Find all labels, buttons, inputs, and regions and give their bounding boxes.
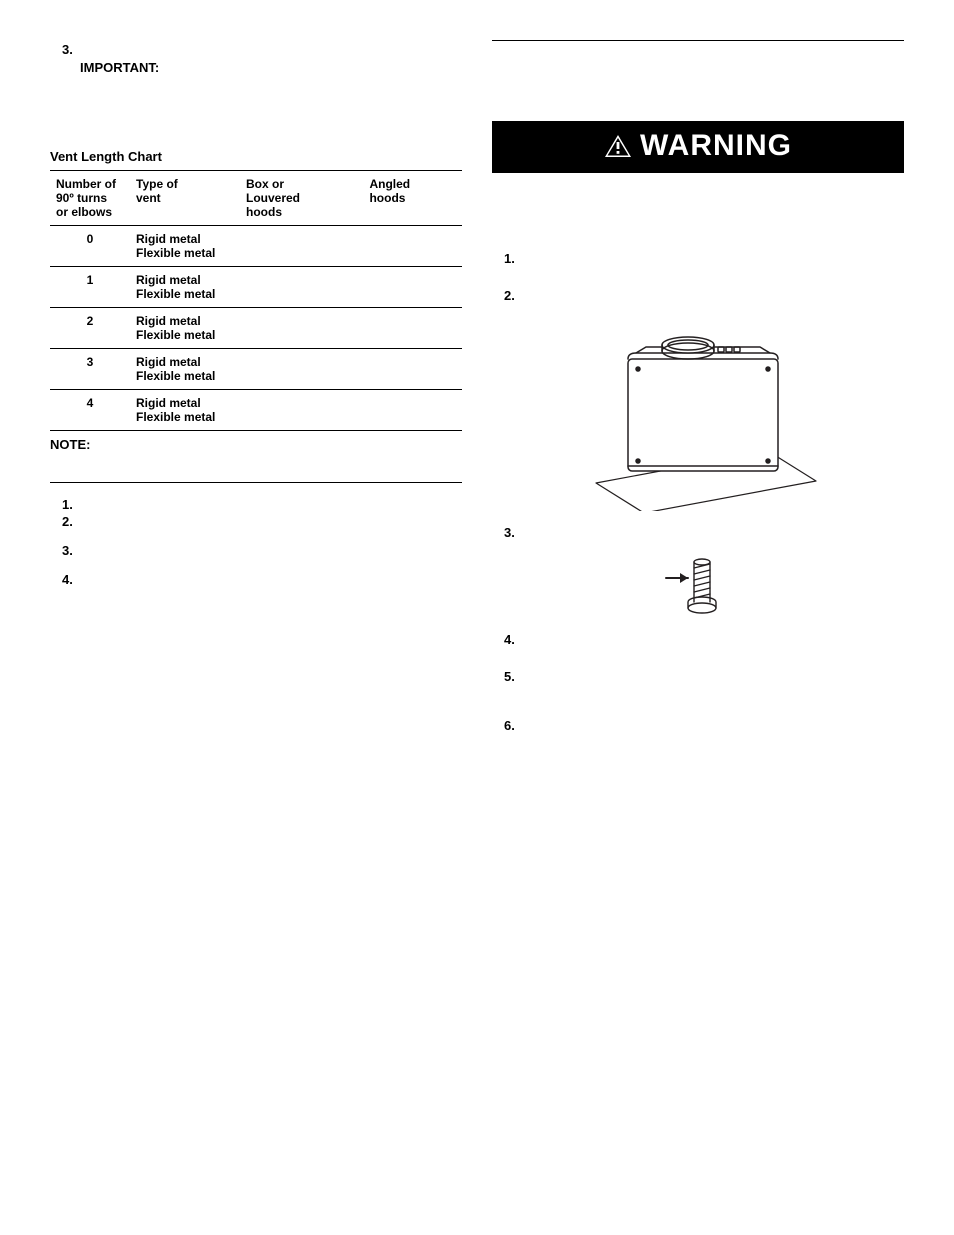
spacer xyxy=(50,77,462,127)
table-cell-text: Rigid metal xyxy=(136,273,201,287)
table-cell-type: Rigid metal Flexible metal xyxy=(130,226,240,267)
list-item: 5. xyxy=(492,669,904,684)
table-cell-angled xyxy=(363,226,462,267)
list-number: 1. xyxy=(62,497,80,512)
table-cell-text: Rigid metal xyxy=(136,355,201,369)
note-label: NOTE: xyxy=(50,437,462,452)
table-row: 3 Rigid metal Flexible metal xyxy=(50,349,462,390)
divider xyxy=(492,40,904,41)
table-cell-text: Rigid metal xyxy=(136,314,201,328)
chart-title: Vent Length Chart xyxy=(50,149,462,164)
spacer xyxy=(492,653,904,663)
list-item: 2. xyxy=(50,514,462,529)
step-3-line: 3. xyxy=(50,42,462,57)
table-header-box: Box or Louvered hoods xyxy=(240,171,363,226)
table-cell-angled xyxy=(363,267,462,308)
list-number: 2. xyxy=(504,288,522,303)
table-cell-box xyxy=(240,390,363,431)
spacer xyxy=(492,223,904,245)
spacer xyxy=(50,531,462,541)
page: 3. IMPORTANT: Vent Length Chart Number o… xyxy=(0,0,954,1235)
right-column: WARNING 1. 2. xyxy=(492,40,904,1195)
list-number: 3. xyxy=(62,543,80,558)
table-cell-type: Rigid metal Flexible metal xyxy=(130,308,240,349)
list-item: 2. xyxy=(492,288,904,303)
spacer xyxy=(50,127,462,149)
table-cell-text: Flexible metal xyxy=(136,287,215,301)
table-header-text: vent xyxy=(136,191,161,205)
table-cell-text: Flexible metal xyxy=(136,246,215,260)
list-number: 6. xyxy=(504,718,522,733)
list-item: 1. xyxy=(492,251,904,266)
table-cell-box xyxy=(240,267,363,308)
table-row: 1 Rigid metal Flexible metal xyxy=(50,267,462,308)
list-number: 4. xyxy=(504,632,522,647)
leveling-leg-illustration xyxy=(492,548,904,618)
right-list: 1. 2. xyxy=(492,251,904,733)
warning-icon xyxy=(604,134,632,158)
table-header-text: Number of xyxy=(56,177,116,191)
table-cell-box xyxy=(240,349,363,390)
table-header-text: 90º turns xyxy=(56,191,107,205)
table-header-text: hoods xyxy=(369,191,405,205)
table-cell-turns: 2 xyxy=(50,308,130,349)
table-header-angled: Angled hoods xyxy=(363,171,462,226)
table-cell-type: Rigid metal Flexible metal xyxy=(130,267,240,308)
table-cell-angled xyxy=(363,390,462,431)
table-cell-angled xyxy=(363,308,462,349)
table-cell-turns: 4 xyxy=(50,390,130,431)
table-cell-text: Flexible metal xyxy=(136,328,215,342)
table-cell-turns: 3 xyxy=(50,349,130,390)
list-item: 4. xyxy=(50,572,462,587)
left-column: 3. IMPORTANT: Vent Length Chart Number o… xyxy=(50,40,462,1195)
important-label: IMPORTANT: xyxy=(80,60,159,75)
warning-banner: WARNING xyxy=(492,121,904,173)
important-line: IMPORTANT: xyxy=(50,59,462,77)
table-row: 4 Rigid metal Flexible metal xyxy=(50,390,462,431)
list-number: 5. xyxy=(504,669,522,684)
warning-label: WARNING xyxy=(640,129,792,163)
table-header-type: Type of vent xyxy=(130,171,240,226)
list-item: 6. xyxy=(492,718,904,733)
table-header-text: Type of xyxy=(136,177,178,191)
table-cell-text: Flexible metal xyxy=(136,369,215,383)
list-number: 1. xyxy=(504,251,522,266)
divider xyxy=(50,482,462,483)
table-cell-text: Rigid metal xyxy=(136,396,201,410)
step-3-number: 3. xyxy=(62,42,80,57)
spacer xyxy=(492,59,904,81)
table-cell-text: Flexible metal xyxy=(136,410,215,424)
spacer xyxy=(492,272,904,282)
list-number: 4. xyxy=(62,572,80,587)
table-header-text: or elbows xyxy=(56,205,112,219)
warning-body xyxy=(492,173,904,223)
table-cell-angled xyxy=(363,349,462,390)
list-item: 3. xyxy=(492,525,904,540)
vent-length-chart-table: Number of 90º turns or elbows Type of ve… xyxy=(50,170,462,431)
table-header-text: Louvered xyxy=(246,191,300,205)
table-header-text: Angled xyxy=(369,177,410,191)
table-cell-box xyxy=(240,308,363,349)
list-number: 2. xyxy=(62,514,80,529)
list-item: 1. xyxy=(50,497,462,512)
dryer-illustration xyxy=(492,311,904,511)
table-cell-box xyxy=(240,226,363,267)
table-header-row: Number of 90º turns or elbows Type of ve… xyxy=(50,171,462,226)
table-row: 2 Rigid metal Flexible metal xyxy=(50,308,462,349)
table-cell-turns: 1 xyxy=(50,267,130,308)
table-cell-type: Rigid metal Flexible metal xyxy=(130,390,240,431)
list-item: 4. xyxy=(492,632,904,647)
spacer xyxy=(50,560,462,570)
warning-text-wrap: WARNING xyxy=(604,129,792,163)
table-cell-type: Rigid metal Flexible metal xyxy=(130,349,240,390)
table-cell-turns: 0 xyxy=(50,226,130,267)
list-item: 3. xyxy=(50,543,462,558)
list-number: 3. xyxy=(504,525,522,540)
table-row: 0 Rigid metal Flexible metal xyxy=(50,226,462,267)
spacer xyxy=(492,690,904,712)
table-header-text: Box or xyxy=(246,177,284,191)
table-header-turns: Number of 90º turns or elbows xyxy=(50,171,130,226)
table-cell-text: Rigid metal xyxy=(136,232,201,246)
table-header-text: hoods xyxy=(246,205,282,219)
